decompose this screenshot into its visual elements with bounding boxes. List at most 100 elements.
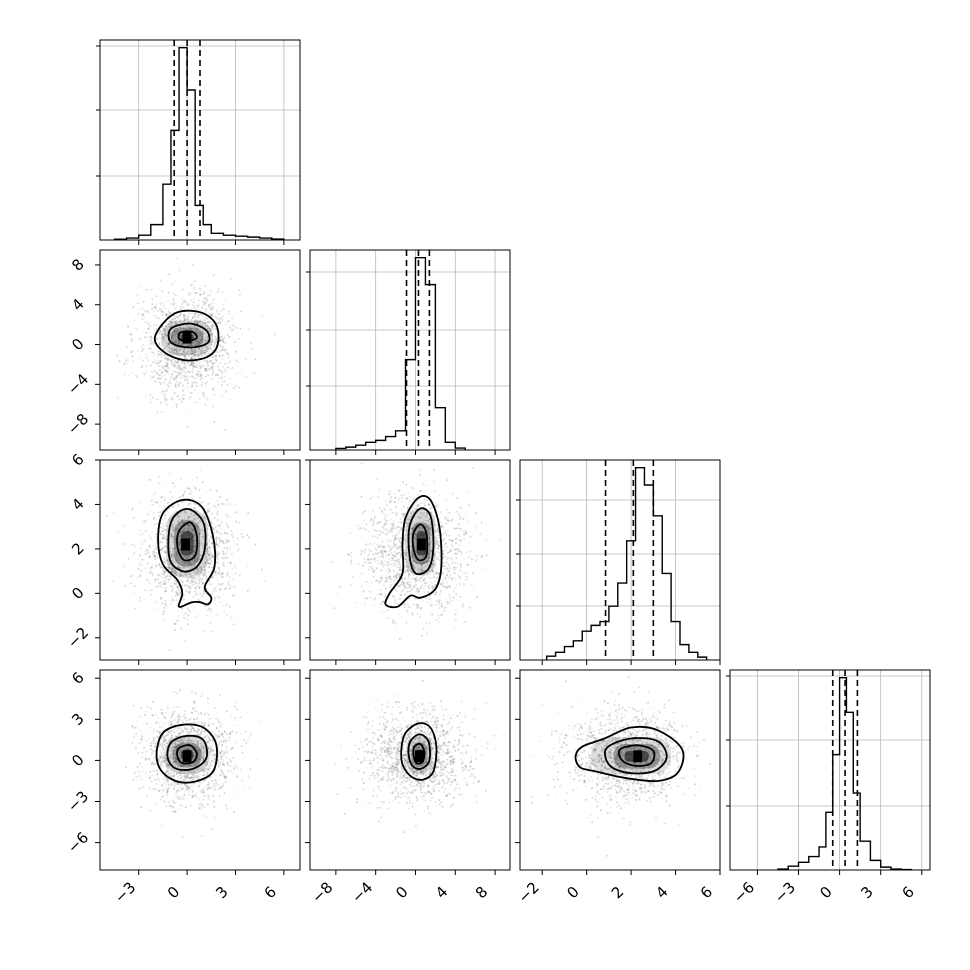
scatter-point (189, 396, 192, 399)
scatter-point (231, 594, 234, 597)
scatter-point (183, 327, 186, 329)
scatter-point (476, 596, 479, 598)
scatter-point (360, 572, 363, 575)
scatter-point (192, 315, 195, 318)
scatter-point (144, 710, 147, 713)
scatter-point (198, 356, 201, 359)
scatter-point (123, 565, 126, 568)
scatter-point (174, 320, 176, 323)
scatter-point (384, 519, 387, 522)
scatter-point (393, 539, 396, 541)
scatter-point (207, 374, 210, 377)
scatter-point (153, 552, 156, 555)
scatter-point (446, 574, 448, 577)
scatter-point (141, 732, 144, 735)
scatter-point (197, 370, 200, 373)
scatter-point (164, 393, 167, 396)
scatter-point (158, 342, 161, 345)
scatter-point (388, 529, 391, 532)
scatter-point (160, 353, 163, 356)
scatter-point (213, 517, 216, 520)
panel-frame-1-1 (309, 249, 511, 451)
scatter-point (384, 593, 387, 596)
scatter-point (211, 362, 214, 365)
scatter-point (442, 564, 445, 567)
scatter-point (157, 350, 160, 353)
scatter-point (401, 577, 404, 580)
scatter-point (374, 536, 377, 538)
scatter-point (170, 372, 173, 375)
scatter-point (147, 513, 150, 516)
scatter-point (388, 571, 391, 574)
scatter-point (398, 547, 401, 550)
scatter-point (165, 370, 168, 373)
scatter-point (164, 307, 167, 310)
scatter-point (200, 377, 203, 380)
scatter-point (206, 398, 209, 401)
scatter-point (225, 804, 227, 807)
scatter-point (221, 347, 224, 350)
scatter-point (189, 392, 192, 395)
scatter-point (204, 605, 207, 608)
scatter-point (192, 334, 195, 337)
scatter-point (431, 576, 434, 579)
scatter-point (184, 378, 187, 381)
scatter-point (161, 314, 163, 317)
scatter-point (153, 329, 156, 332)
scatter-point (209, 557, 212, 559)
scatter-point (216, 727, 219, 730)
scatter-point (260, 314, 263, 317)
scatter-point (201, 393, 204, 395)
scatter-point (167, 358, 170, 361)
scatter-point (209, 360, 212, 363)
scatter-point (174, 583, 177, 586)
scatter-point (218, 783, 221, 786)
scatter-point (385, 569, 388, 572)
scatter-point (210, 512, 213, 515)
scatter-point (165, 379, 168, 381)
scatter-point (227, 769, 230, 772)
scatter-point (388, 501, 391, 504)
scatter-point (151, 351, 154, 354)
scatter-point (436, 551, 439, 553)
scatter-point (150, 499, 153, 502)
scatter-point (474, 529, 477, 532)
scatter-point (200, 383, 203, 386)
scatter-point (159, 541, 162, 544)
scatter-point (397, 563, 400, 566)
scatter-point (118, 360, 121, 363)
scatter-point (221, 760, 224, 763)
scatter-point (369, 497, 372, 500)
scatter-point (209, 329, 212, 332)
scatter-point (167, 373, 170, 376)
scatter-point (155, 317, 158, 319)
scatter-point (215, 490, 218, 492)
scatter-point (475, 558, 478, 561)
scatter-point (387, 567, 390, 570)
scatter-point (446, 533, 448, 536)
scatter-point (149, 347, 152, 350)
scatter-point (212, 274, 215, 277)
scatter-point (230, 277, 233, 280)
scatter-point (216, 557, 219, 560)
scatter-point (380, 610, 383, 613)
scatter-point (218, 313, 220, 316)
scatter-point (399, 556, 402, 559)
scatter-point (398, 569, 401, 572)
scatter-point (230, 715, 233, 718)
scatter-point (162, 524, 165, 527)
scatter-point (177, 614, 180, 617)
scatter-point (172, 598, 175, 601)
scatter-point (154, 361, 156, 364)
scatter-point (191, 316, 194, 319)
scatter-point (151, 307, 154, 310)
scatter-point (188, 364, 191, 367)
scatter-point (156, 730, 159, 733)
scatter-point (153, 728, 156, 731)
scatter-point (211, 326, 213, 329)
scatter-point (189, 611, 192, 614)
scatter-point (156, 556, 159, 559)
scatter-point (190, 585, 193, 588)
scatter-point (153, 548, 156, 551)
scatter-point (208, 583, 211, 586)
